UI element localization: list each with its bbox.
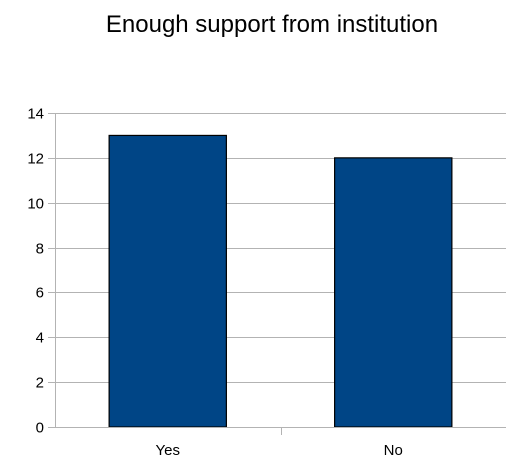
y-tick-label: 2: [36, 375, 44, 392]
y-tick-label: 14: [27, 106, 44, 123]
bar-no: [334, 157, 453, 428]
x-tick-label: No: [384, 442, 403, 459]
y-tick-label: 4: [36, 330, 44, 347]
y-tick-label: 10: [27, 196, 44, 213]
bar-yes: [108, 134, 227, 428]
chart-title: Enough support from institution: [106, 11, 438, 38]
y-tick-label: 8: [36, 241, 44, 258]
x-axis-ticks: Yes No: [156, 427, 403, 459]
bars: [108, 134, 453, 428]
x-tick-label: Yes: [156, 442, 180, 459]
y-axis-ticks: 0 2 4 6 8 10 12 14: [27, 106, 55, 437]
y-tick-label: 6: [36, 285, 44, 302]
y-tick-label: 12: [27, 151, 44, 168]
axes: [55, 113, 506, 428]
y-tick-label: 0: [36, 420, 44, 437]
